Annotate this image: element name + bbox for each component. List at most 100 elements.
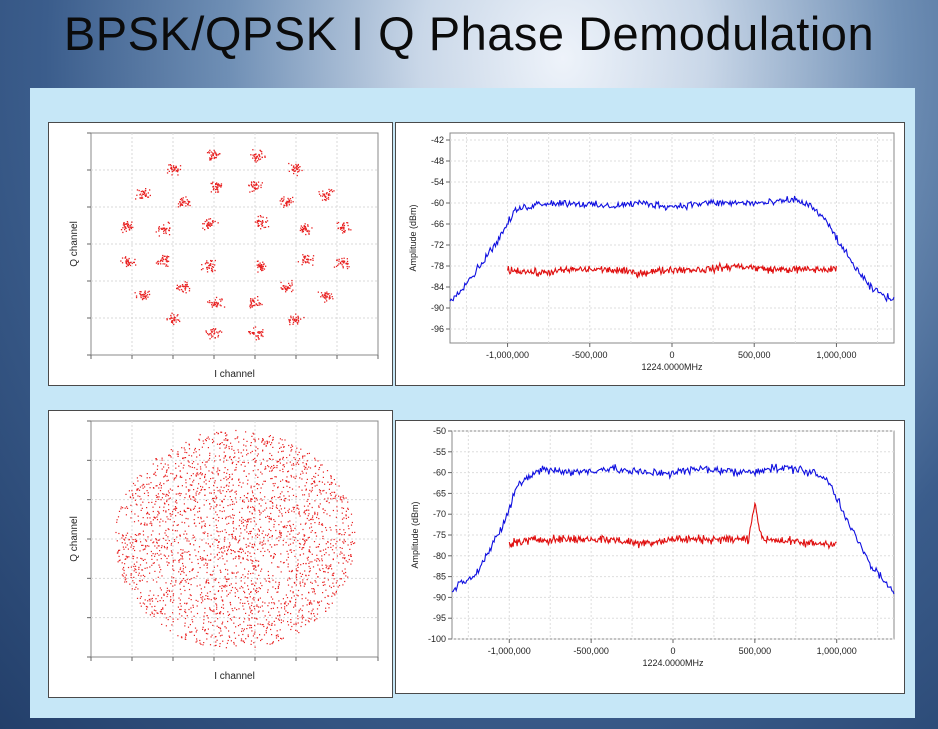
scatter-point [329,515,331,517]
scatter-point [308,536,310,538]
scatter-point [272,436,274,438]
scatter-point [190,584,192,586]
scatter-point [248,603,250,605]
scatter-point [250,302,252,304]
scatter-point [288,320,291,322]
scatter-point [328,607,330,609]
scatter-point [252,583,254,585]
scatter-point [336,510,338,512]
scatter-point [211,634,213,636]
scatter-point [276,461,278,463]
scatter-point [221,431,223,433]
scatter-point [214,539,216,541]
scatter-point [271,562,273,564]
scatter-point [216,306,218,308]
scatter-point [178,465,180,467]
scatter-point [253,543,255,545]
scatter-point [258,529,260,531]
scatter-point [177,171,179,173]
scatter-point [188,550,190,553]
scatter-point [341,512,343,514]
scatter-point [289,319,291,321]
scatter-point [323,554,326,556]
scatter-point [282,637,284,639]
scatter-point [350,555,352,557]
scatter-point [320,493,322,495]
scatter-point [164,555,166,557]
scatter-point [168,222,170,224]
scatter-point [221,299,223,301]
scatter-point [191,484,193,486]
scatter-point [240,640,242,642]
scatter-point [252,432,254,434]
scatter-point [296,166,298,168]
scatter-point [210,334,212,336]
scatter-point [336,259,338,261]
scatter-point [196,501,199,503]
scatter-point [217,183,220,185]
scatter-point [228,534,230,536]
scatter-point [185,202,187,204]
scatter-point [248,570,250,572]
scatter-point [253,333,255,335]
scatter-point [213,611,215,613]
scatter-point [177,169,179,171]
scatter-point [140,575,142,577]
scatter-point [274,588,277,590]
scatter-point [292,523,294,526]
scatter-point [240,532,242,534]
scatter-point [250,452,252,454]
scatter-point [173,314,175,316]
scatter-point [247,538,249,540]
scatter-point [258,153,260,156]
scatter-point [179,320,181,323]
scatter-point [180,204,182,206]
scatter-point [172,511,174,513]
scatter-point [340,551,342,553]
scatter-point [177,606,179,608]
scatter-point [190,475,192,477]
scatter-point [335,516,337,518]
scatter-point [134,292,136,294]
scatter-point [163,224,165,226]
scatter-point [218,590,220,592]
scatter-point [337,221,340,224]
scatter-point [253,485,255,488]
scatter-point [308,571,310,573]
scatter-point [209,508,211,510]
scatter-point [192,621,194,623]
scatter-point [347,516,350,518]
y-tick-label: -100 [428,634,446,644]
scatter-point [197,551,200,553]
scatter-point [201,592,203,594]
scatter-point [157,576,159,578]
scatter-point [271,470,273,472]
scatter-point [313,481,315,483]
scatter-point [249,307,252,309]
scatter-point [171,590,173,592]
scatter-point [293,581,295,584]
scatter-point [161,613,163,615]
scatter-point [227,569,229,571]
scatter-point [246,449,248,451]
scatter-point [179,603,181,605]
scatter-point [317,474,319,476]
spectrum-series-line [451,463,895,595]
scatter-point [155,262,158,264]
y-tick-label: -42 [431,135,444,145]
scatter-point [271,469,273,471]
scatter-point [224,432,226,434]
scatter-point [290,529,292,531]
scatter-point [184,288,186,290]
scatter-point [287,556,289,558]
scatter-point [318,468,320,471]
scatter-point [180,581,182,583]
scatter-point [256,605,258,607]
scatter-point [284,602,286,604]
scatter-point [323,571,325,573]
scatter-point [288,199,290,201]
scatter-point [259,304,261,306]
scatter-point [207,535,209,537]
scatter-point [214,157,216,159]
scatter-point [174,540,176,542]
